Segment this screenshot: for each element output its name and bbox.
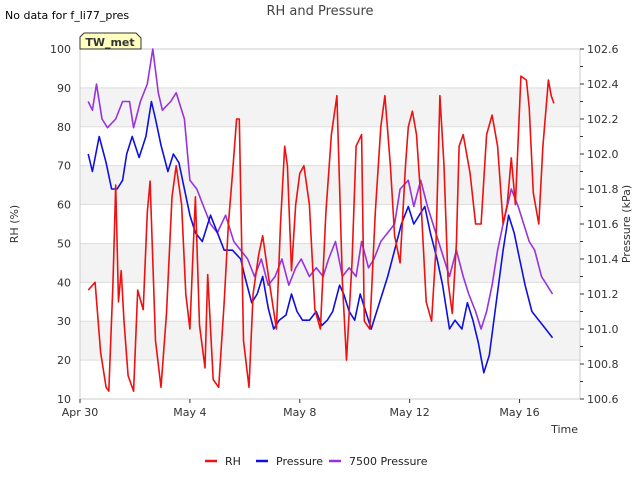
y-left-tick-label: 80 [57,121,71,134]
y-right-tick-label: 101.8 [587,183,619,196]
chart-title: RH and Pressure [266,4,373,19]
y-right-tick-label: 102.0 [587,148,619,161]
y-axis-right-label: Pressure (kPa) [620,185,633,263]
grid-band [80,165,580,205]
no-data-message: No data for f_li77_pres [5,9,129,22]
y-left-tick-label: 50 [57,237,71,250]
series-line-7500-pressure [87,48,554,330]
y-right-ticks: 100.6 100.8 101.0 101.2 101.4 101.6 101.8 102.0… [580,43,619,406]
y-right-tick-label: 102.2 [587,113,619,126]
y-right-tick-label: 101.6 [587,218,619,231]
y-left-tick-label: 90 [57,82,71,95]
grid-band [80,49,580,88]
grid-band [80,87,580,127]
legend-entry: Pressure [276,455,323,468]
x-tick-label: May 16 [499,406,539,419]
grid-bands [80,49,580,400]
y-right-tick-label: 100.6 [587,393,619,406]
grid-band [80,243,580,283]
grid-band [80,360,580,399]
y-right-tick-label: 102.6 [587,43,619,56]
y-right-tick-label: 101.0 [587,323,619,336]
x-tick-label: May 4 [173,406,206,419]
x-ticks: Apr 30 May 4 May 8 May 12 May 16 [62,399,540,419]
x-axis-label: Time [550,423,578,436]
x-tick-label: Apr 30 [62,406,99,419]
badge-shape [79,32,142,50]
y-left-tick-label: 100 [50,43,71,56]
series-layer [87,48,555,392]
badge-label: TW_met [85,36,134,49]
y-left-tick-label: 10 [57,393,71,406]
y-right-tick-label: 101.2 [587,288,619,301]
legend-entry: RH [225,455,241,468]
y-left-tick-label: 30 [57,315,71,328]
station-badge: TW_met [79,32,142,50]
x-tick-label: May 8 [283,406,316,419]
x-tick-label: May 12 [390,406,430,419]
series-line-rh [87,75,555,392]
y-left-tick-label: 20 [57,354,71,367]
series-line-pressure [87,100,554,374]
y-right-tick-label: 101.4 [587,253,619,266]
y-left-tick-label: 40 [57,276,71,289]
y-axis-left-label: RH (%) [8,205,21,243]
y-right-tick-label: 100.8 [587,358,619,371]
y-right-tick-label: 102.4 [587,78,619,91]
y-left-tick-label: 60 [57,199,71,212]
legend-entry: 7500 Pressure [349,455,428,468]
y-left-ticks: 10 20 30 40 50 60 70 80 90 100 [50,43,71,406]
grid-band [80,204,580,244]
legend: RH Pressure 7500 Pressure [205,455,428,468]
y-left-tick-label: 70 [57,160,71,173]
